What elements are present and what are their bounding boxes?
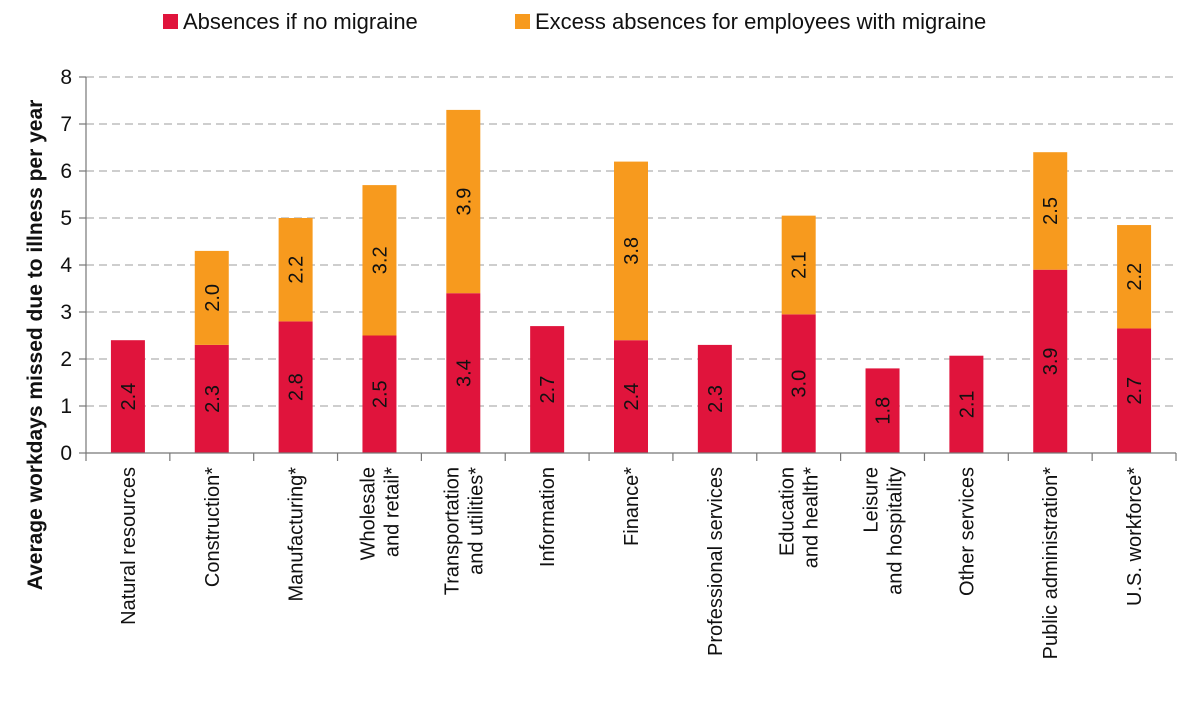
category-label-line: and hospitality — [885, 467, 907, 595]
data-label-base-3: 2.5 — [369, 380, 391, 408]
bar-base-4 — [446, 293, 481, 453]
axes: 0 1 2 3 4 5 6 7 8 Average workdays missed due to … — [24, 66, 1177, 591]
category-label-line: Manufacturing* — [286, 467, 308, 602]
data-label-base-10: 2.1 — [956, 390, 978, 418]
bar-excess-11 — [1033, 152, 1068, 270]
y-axis-title: Average workdays missed due to illness p… — [24, 100, 47, 591]
data-label-base-9: 1.8 — [873, 397, 895, 425]
category-label-line: Information — [537, 467, 559, 567]
bar-excess-2 — [278, 218, 313, 322]
bar-excess-1 — [194, 250, 229, 345]
y-tick-label-2: 2 — [60, 348, 72, 371]
bar-base-9 — [865, 368, 900, 453]
data-label-base-8: 3.0 — [789, 370, 811, 398]
data-label-base-4: 3.4 — [453, 359, 475, 387]
legend-item-excess-label: Excess absences for employees with migra… — [535, 9, 986, 34]
category-label-line: Other services — [956, 467, 978, 596]
data-label-base-6: 2.4 — [621, 383, 643, 411]
y-tick-label-8: 8 — [60, 66, 72, 89]
data-label-excess-4: 3.9 — [453, 188, 475, 216]
data-label-excess-8: 2.1 — [789, 251, 811, 279]
data-label-excess-1: 2.0 — [202, 284, 224, 312]
bar-base-6 — [614, 340, 648, 453]
category-label-8: Education and health* — [777, 467, 823, 568]
category-label-4: Transportation and utilities* — [441, 467, 487, 595]
bar-base-1 — [194, 344, 229, 453]
bar-excess-6 — [614, 161, 648, 341]
bars — [110, 109, 1152, 453]
data-label-excess-12: 2.2 — [1124, 263, 1146, 291]
category-label-line: and utilities* — [465, 467, 487, 575]
bar-base-11 — [1033, 269, 1068, 453]
bar-base-7 — [697, 344, 732, 453]
category-label-7: Professional services — [705, 467, 727, 656]
data-label-base-11: 3.9 — [1040, 347, 1062, 375]
category-label-11: Public administration* — [1040, 467, 1062, 660]
data-label-base-0: 2.4 — [118, 383, 140, 411]
category-label-2: Manufacturing* — [286, 467, 308, 602]
bar-excess-8 — [781, 215, 816, 315]
category-label-12: U.S. workforce* — [1124, 467, 1146, 606]
bar-base-0 — [110, 340, 145, 453]
category-label-9: Leisure and hospitality — [861, 467, 907, 595]
y-tick-label-1: 1 — [60, 395, 72, 418]
y-tick-label-4: 4 — [60, 254, 72, 277]
category-label-line: and health* — [801, 467, 823, 568]
chart-legend: Absences if no migraine Excess absences f… — [163, 9, 986, 34]
category-label-line: Wholesale — [357, 467, 379, 560]
category-label-3: Wholesale and retail* — [357, 467, 403, 561]
data-label-excess-11: 2.5 — [1040, 197, 1062, 225]
category-label-line: Construction* — [202, 467, 224, 587]
category-label-10: Other services — [956, 467, 978, 596]
bar-base-8 — [781, 314, 816, 453]
bar-excess-3 — [362, 185, 397, 336]
bar-excess-4 — [446, 109, 481, 294]
category-label-line: Professional services — [705, 467, 727, 656]
bar-base-10 — [949, 355, 984, 453]
y-tick-label-6: 6 — [60, 160, 72, 183]
category-label-5: Information — [537, 467, 559, 567]
bar-excess-12 — [1117, 225, 1152, 329]
data-label-excess-6: 3.8 — [621, 237, 643, 265]
bar-base-2 — [278, 321, 313, 453]
bar-base-5 — [530, 326, 565, 453]
category-label-line: Natural resources — [118, 467, 140, 625]
y-tick-label-0: 0 — [60, 442, 72, 465]
labels: 2.4 Natural resources 2.3 2.0 Construction* 2… — [118, 188, 1146, 660]
data-label-excess-2: 2.2 — [286, 256, 308, 284]
data-label-excess-3: 3.2 — [369, 246, 391, 274]
bar-base-3 — [362, 335, 397, 453]
legend-item-absences-label: Absences if no migraine — [183, 9, 418, 34]
category-label-1: Construction* — [202, 467, 224, 587]
data-label-base-7: 2.3 — [705, 385, 727, 413]
data-label-base-2: 2.8 — [286, 373, 308, 401]
data-label-base-5: 2.7 — [537, 376, 559, 404]
data-label-base-1: 2.3 — [202, 385, 224, 413]
category-label-line: Finance* — [621, 467, 643, 546]
y-tick-label-5: 5 — [60, 207, 72, 230]
data-label-base-12: 2.7 — [1124, 377, 1146, 405]
category-label-line: Public administration* — [1040, 467, 1062, 660]
category-label-0: Natural resources — [118, 467, 140, 625]
category-label-6: Finance* — [621, 467, 643, 546]
category-label-line: U.S. workforce* — [1124, 467, 1146, 606]
legend-item-absences-swatch — [163, 14, 178, 29]
category-label-line: Leisure — [861, 467, 883, 533]
bar-base-12 — [1117, 328, 1152, 453]
category-label-line: Transportation — [441, 467, 463, 595]
legend-item-excess-swatch — [515, 14, 530, 29]
category-label-line: Education — [777, 467, 799, 556]
category-label-line: and retail* — [381, 467, 403, 557]
y-tick-label-7: 7 — [60, 113, 72, 136]
y-tick-label-3: 3 — [60, 301, 72, 324]
